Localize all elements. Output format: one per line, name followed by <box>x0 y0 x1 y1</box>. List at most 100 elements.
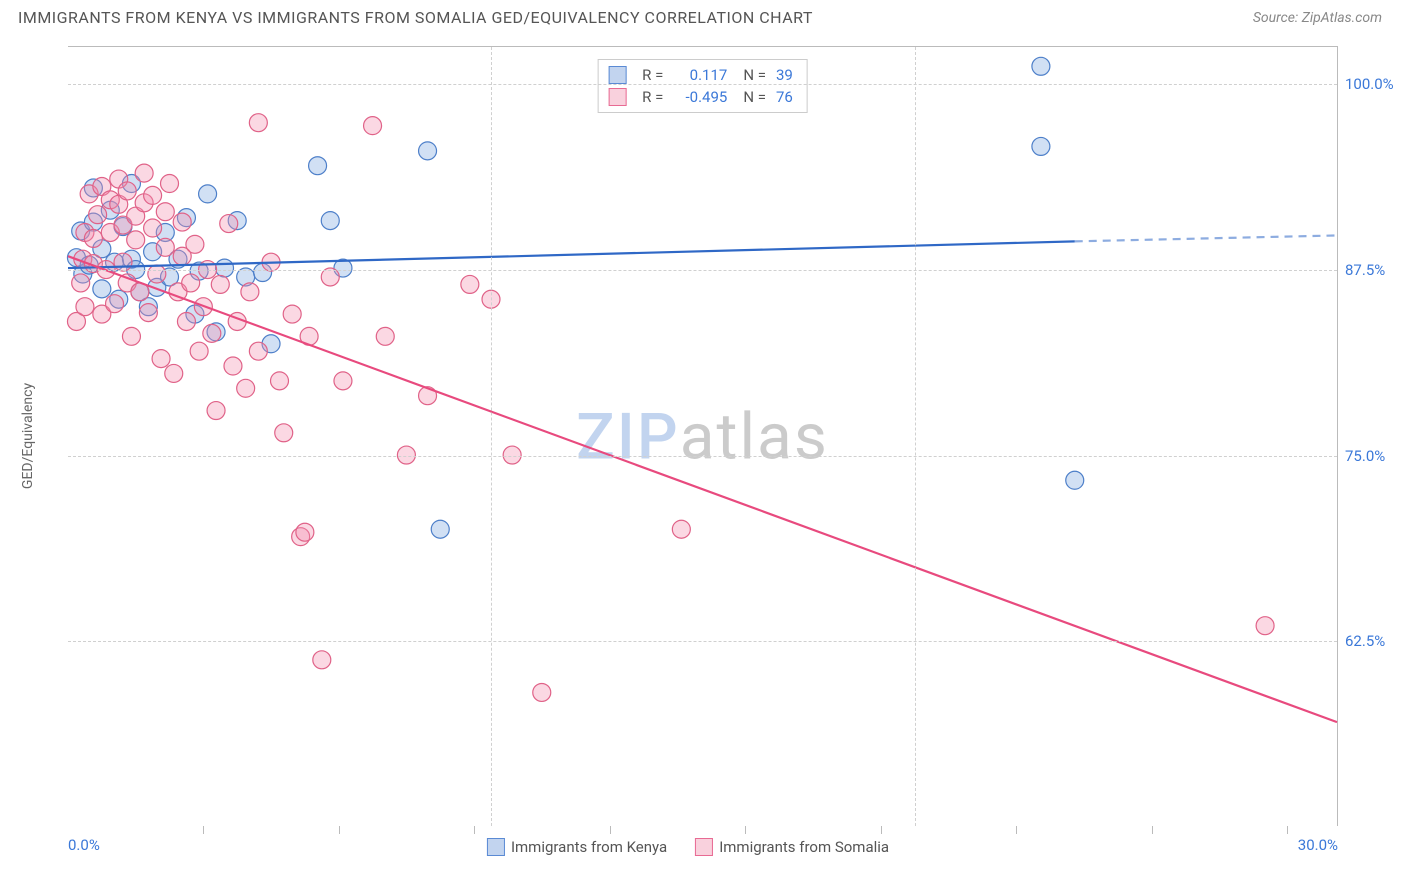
point-somalia <box>211 275 229 293</box>
x-minor-tick <box>881 826 882 834</box>
x-minor-tick <box>610 826 611 834</box>
point-somalia <box>461 275 479 293</box>
point-kenya <box>431 520 449 538</box>
chart-svg <box>68 47 1337 826</box>
r-value-somalia: -0.495 <box>669 86 727 108</box>
point-somalia <box>114 253 132 271</box>
gridline-v <box>915 47 916 826</box>
y-axis-label: GED/Equivalency <box>20 383 36 489</box>
y-tick-label: 87.5% <box>1345 261 1406 279</box>
point-somalia <box>672 520 690 538</box>
n-label: N = <box>743 64 766 86</box>
point-somalia <box>296 523 314 541</box>
point-somalia <box>207 402 225 420</box>
point-somalia <box>144 186 162 204</box>
chart-title: IMMIGRANTS FROM KENYA VS IMMIGRANTS FROM… <box>18 8 813 27</box>
gridline-h <box>68 270 1337 271</box>
point-somalia <box>177 313 195 331</box>
legend-label-kenya: Immigrants from Kenya <box>511 838 667 856</box>
point-somalia <box>127 231 145 249</box>
r-label: R = <box>642 86 663 108</box>
point-somalia <box>186 235 204 253</box>
point-somalia <box>313 651 331 669</box>
gridline-h <box>68 84 1337 85</box>
point-somalia <box>271 372 289 390</box>
point-somalia <box>156 203 174 221</box>
point-kenya <box>216 259 234 277</box>
r-label: R = <box>642 64 663 86</box>
gridline-v <box>491 47 492 826</box>
point-somalia <box>144 219 162 237</box>
swatch-pink-icon <box>695 838 713 856</box>
y-tick-label: 62.5% <box>1345 632 1406 650</box>
series-legend: Immigrants from Kenya Immigrants from So… <box>487 838 889 856</box>
gridline-h <box>68 456 1337 457</box>
r-value-kenya: 0.117 <box>669 64 727 86</box>
x-minor-tick <box>1287 826 1288 834</box>
point-kenya <box>199 185 217 203</box>
point-somalia <box>182 274 200 292</box>
point-somalia <box>1256 617 1274 635</box>
point-kenya <box>1032 57 1050 75</box>
x-minor-tick <box>1016 826 1017 834</box>
n-label: N = <box>743 86 766 108</box>
x-minor-tick <box>474 826 475 834</box>
point-somalia <box>249 342 267 360</box>
point-somalia <box>220 215 238 233</box>
swatch-pink-icon <box>608 88 626 106</box>
scatter-chart: GED/Equivalency ZIPatlas R = 0.117 N = 3… <box>38 46 1338 826</box>
y-tick-label: 100.0% <box>1345 75 1406 93</box>
point-kenya <box>93 280 111 298</box>
trendline-kenya <box>68 241 1075 268</box>
correlation-row-somalia: R = -0.495 N = 76 <box>608 86 793 108</box>
x-axis-min-label: 0.0% <box>68 836 100 854</box>
x-minor-tick <box>745 826 746 834</box>
point-somalia <box>283 305 301 323</box>
point-somalia <box>76 298 94 316</box>
point-somalia <box>72 274 90 292</box>
n-value-kenya: 39 <box>776 64 793 86</box>
point-somalia <box>122 327 140 345</box>
trendline-somalia <box>68 256 1337 722</box>
point-somalia <box>139 304 157 322</box>
point-somalia <box>106 295 124 313</box>
point-somalia <box>241 283 259 301</box>
trendline-kenya-extrapolated <box>1075 235 1337 241</box>
swatch-blue-icon <box>608 66 626 84</box>
point-somalia <box>84 229 102 247</box>
point-somalia <box>118 182 136 200</box>
point-somalia <box>135 164 153 182</box>
legend-item-kenya: Immigrants from Kenya <box>487 838 667 856</box>
point-somalia <box>275 424 293 442</box>
point-somalia <box>173 213 191 231</box>
point-somalia <box>190 342 208 360</box>
x-minor-tick <box>1152 826 1153 834</box>
swatch-blue-icon <box>487 838 505 856</box>
source-label: Source: ZipAtlas.com <box>1253 10 1382 26</box>
point-somalia <box>364 117 382 135</box>
correlation-legend: R = 0.117 N = 39 R = -0.495 N = 76 <box>597 59 808 113</box>
point-somalia <box>152 350 170 368</box>
point-somalia <box>249 114 267 132</box>
x-minor-tick <box>339 826 340 834</box>
correlation-row-kenya: R = 0.117 N = 39 <box>608 64 793 86</box>
point-somalia <box>203 324 221 342</box>
point-somalia <box>148 265 166 283</box>
gridline-h <box>68 641 1337 642</box>
point-kenya <box>321 212 339 230</box>
point-somalia <box>533 683 551 701</box>
legend-item-somalia: Immigrants from Somalia <box>695 838 889 856</box>
x-minor-tick <box>203 826 204 834</box>
point-somalia <box>237 379 255 397</box>
point-kenya <box>419 142 437 160</box>
plot-area: ZIPatlas R = 0.117 N = 39 R = -0.495 N =… <box>68 46 1338 826</box>
point-somalia <box>165 364 183 382</box>
point-somalia <box>156 238 174 256</box>
y-tick-label: 75.0% <box>1345 447 1406 465</box>
point-kenya <box>309 157 327 175</box>
n-value-somalia: 76 <box>776 86 793 108</box>
point-somalia <box>224 357 242 375</box>
point-somalia <box>376 327 394 345</box>
legend-label-somalia: Immigrants from Somalia <box>719 838 889 856</box>
point-somalia <box>161 175 179 193</box>
